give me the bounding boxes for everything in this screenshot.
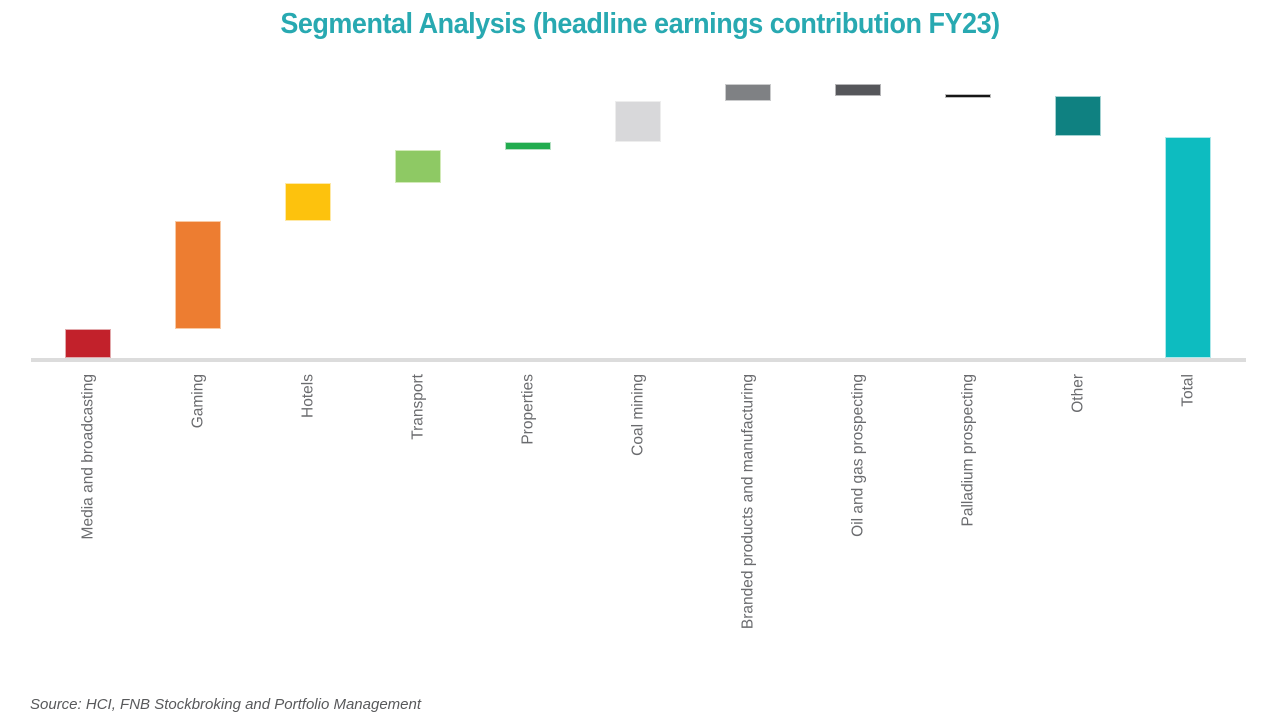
- source-note: Source: HCI, FNB Stockbroking and Portfo…: [30, 696, 422, 713]
- x-axis-label-oil-and-gas-prospecting: Oil and gas prospecting: [849, 374, 867, 537]
- x-axis-label-total: Total: [1179, 374, 1197, 407]
- waterfall-bar-branded-products-and-manufacturing: [725, 84, 771, 102]
- waterfall-bar-transport: [395, 149, 441, 183]
- waterfall-bar-hotels: [285, 183, 331, 221]
- x-axis-label-palladium-prospecting: Palladium prospecting: [959, 374, 977, 527]
- waterfall-bar-properties: [505, 142, 551, 150]
- x-axis-label-transport: Transport: [409, 374, 427, 440]
- x-axis-label-branded-products-and-manufacturing: Branded products and manufacturing: [739, 374, 757, 630]
- x-axis-label-gaming: Gaming: [189, 374, 207, 429]
- waterfall-bar-total: [1165, 136, 1211, 358]
- x-axis-label-other: Other: [1069, 374, 1087, 413]
- x-axis-label-media-and-broadcasting: Media and broadcasting: [79, 374, 97, 540]
- chart-title: Segmental Analysis (headline earnings co…: [280, 8, 1000, 40]
- waterfall-bar-gaming: [175, 220, 221, 330]
- waterfall-bar-palladium-prospecting: [945, 93, 991, 98]
- waterfall-bar-media-and-broadcasting: [65, 329, 111, 358]
- waterfall-bar-coal-mining: [615, 101, 661, 143]
- x-axis-label-coal-mining: Coal mining: [629, 374, 647, 456]
- waterfall-bar-other: [1055, 95, 1101, 137]
- x-axis-line: [31, 358, 1246, 362]
- waterfall-bar-oil-and-gas-prospecting: [835, 84, 881, 96]
- x-axis-label-properties: Properties: [519, 374, 537, 445]
- x-axis-label-hotels: Hotels: [299, 374, 317, 418]
